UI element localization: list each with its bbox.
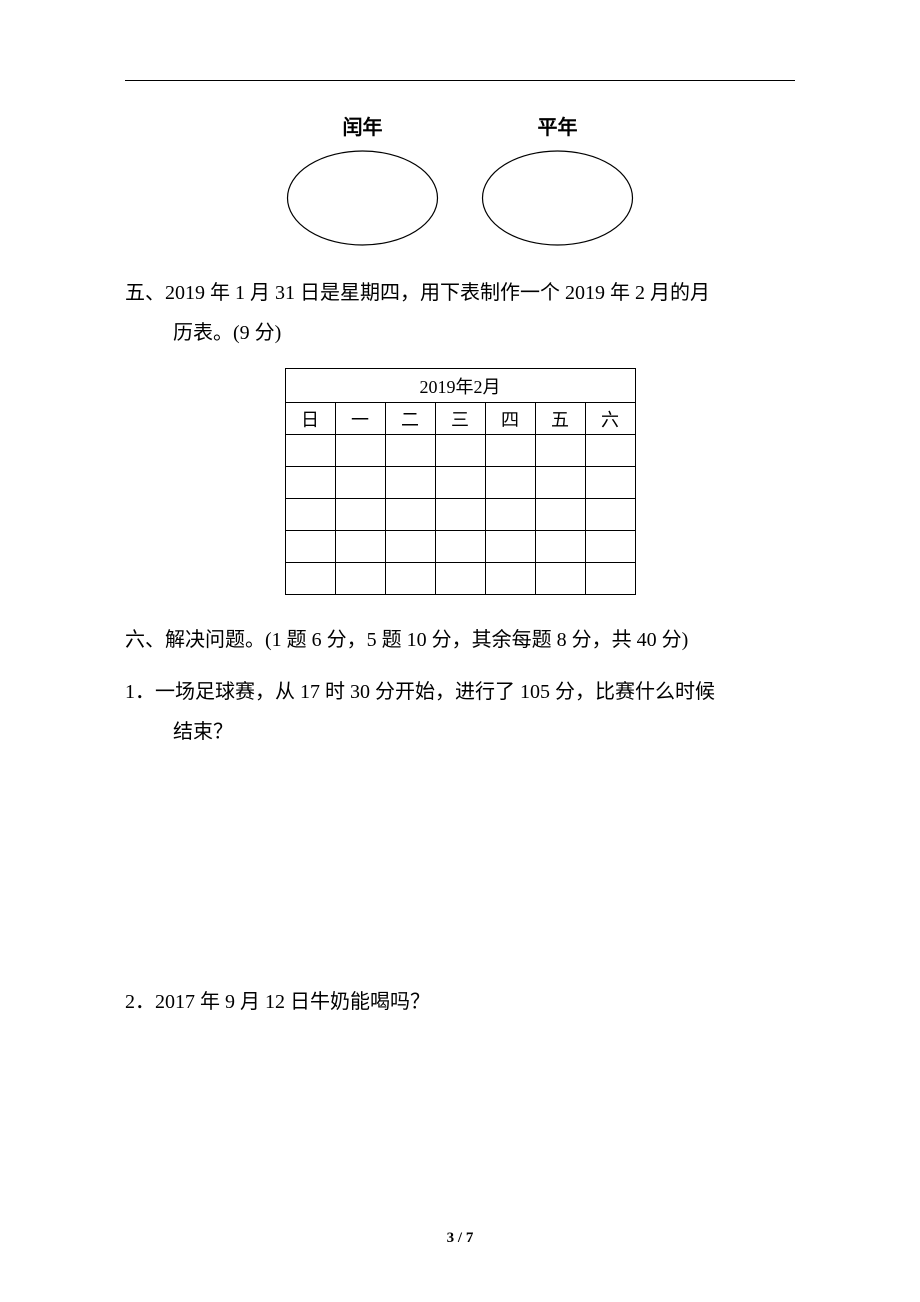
calendar-row bbox=[285, 563, 635, 595]
question-2: 2．2017 年 9 月 12 日牛奶能喝吗？ bbox=[125, 982, 795, 1022]
calendar-day-header: 三 bbox=[435, 403, 485, 435]
calendar-cell bbox=[585, 499, 635, 531]
calendar-row bbox=[285, 531, 635, 563]
calendar-cell bbox=[485, 531, 535, 563]
page-container: 闰年 平年 五、2019 年 1 月 31 日是星期四，用下表制作一个 2019… bbox=[0, 0, 920, 1022]
question-1-line1: 1．一场足球赛，从 17 时 30 分开始，进行了 105 分，比赛什么时候 bbox=[125, 672, 795, 712]
calendar-cell bbox=[335, 531, 385, 563]
section-six-heading: 六、解决问题。(1 题 6 分，5 题 10 分，其余每题 8 分，共 40 分… bbox=[125, 620, 795, 660]
top-rule bbox=[125, 80, 795, 81]
oval-label-left: 闰年 bbox=[343, 111, 383, 140]
calendar-cell bbox=[485, 499, 535, 531]
calendar-cell bbox=[435, 563, 485, 595]
calendar-row bbox=[285, 499, 635, 531]
section-five-line1: 五、2019 年 1 月 31 日是星期四，用下表制作一个 2019 年 2 月… bbox=[125, 273, 795, 313]
calendar-cell bbox=[585, 435, 635, 467]
oval-group-right: 平年 bbox=[480, 111, 635, 248]
calendar-title: 2019年2月 bbox=[285, 369, 635, 403]
calendar-cell bbox=[435, 499, 485, 531]
calendar-title-row: 2019年2月 bbox=[285, 369, 635, 403]
calendar-day-header: 日 bbox=[285, 403, 335, 435]
calendar-row bbox=[285, 467, 635, 499]
calendar-cell bbox=[285, 563, 335, 595]
oval-group-left: 闰年 bbox=[285, 111, 440, 248]
calendar-cell bbox=[385, 531, 435, 563]
calendar-cell bbox=[535, 531, 585, 563]
calendar-cell bbox=[285, 531, 335, 563]
calendar-cell bbox=[385, 563, 435, 595]
oval-shape-left bbox=[285, 148, 440, 248]
calendar-day-header: 一 bbox=[335, 403, 385, 435]
page-number: 3 / 7 bbox=[0, 1230, 920, 1247]
calendar-cell bbox=[335, 499, 385, 531]
calendar-cell bbox=[435, 467, 485, 499]
calendar-cell bbox=[435, 435, 485, 467]
calendar-table: 2019年2月 日 一 二 三 四 五 六 bbox=[285, 368, 636, 595]
calendar-cell bbox=[485, 563, 535, 595]
section-five: 五、2019 年 1 月 31 日是星期四，用下表制作一个 2019 年 2 月… bbox=[125, 273, 795, 353]
calendar-day-header: 六 bbox=[585, 403, 635, 435]
calendar-cell bbox=[535, 467, 585, 499]
calendar-cell bbox=[535, 499, 585, 531]
oval-label-right: 平年 bbox=[538, 111, 578, 140]
calendar-cell bbox=[435, 531, 485, 563]
oval-shape-right bbox=[480, 148, 635, 248]
section-five-line2: 历表。(9 分) bbox=[125, 313, 795, 353]
calendar-cell bbox=[335, 467, 385, 499]
calendar-row bbox=[285, 435, 635, 467]
calendar-cell bbox=[335, 435, 385, 467]
calendar-cell bbox=[535, 563, 585, 595]
calendar-cell bbox=[585, 563, 635, 595]
calendar-cell bbox=[285, 467, 335, 499]
calendar-cell bbox=[285, 435, 335, 467]
calendar-cell bbox=[385, 499, 435, 531]
calendar-cell bbox=[485, 435, 535, 467]
question-1: 1．一场足球赛，从 17 时 30 分开始，进行了 105 分，比赛什么时候 结… bbox=[125, 672, 795, 752]
calendar-cell bbox=[535, 435, 585, 467]
calendar-cell bbox=[585, 531, 635, 563]
calendar-day-header: 五 bbox=[535, 403, 585, 435]
calendar-cell bbox=[385, 435, 435, 467]
calendar-cell bbox=[285, 499, 335, 531]
calendar-day-header: 二 bbox=[385, 403, 435, 435]
calendar-cell bbox=[585, 467, 635, 499]
question-1-line2: 结束？ bbox=[125, 712, 795, 752]
calendar-day-header: 四 bbox=[485, 403, 535, 435]
calendar-cell bbox=[485, 467, 535, 499]
calendar-header-row: 日 一 二 三 四 五 六 bbox=[285, 403, 635, 435]
calendar-wrapper: 2019年2月 日 一 二 三 四 五 六 bbox=[125, 368, 795, 595]
calendar-cell bbox=[385, 467, 435, 499]
ovals-section: 闰年 平年 bbox=[125, 111, 795, 248]
calendar-cell bbox=[335, 563, 385, 595]
